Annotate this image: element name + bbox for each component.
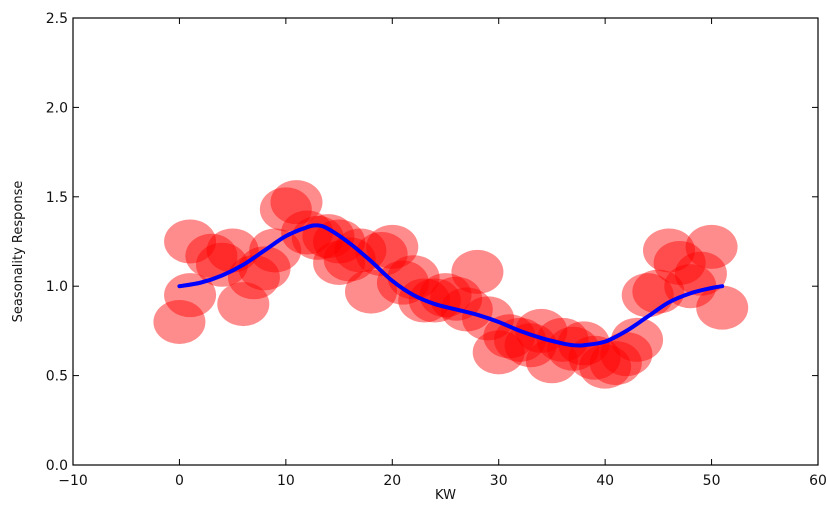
scatter-point bbox=[164, 273, 217, 318]
x-tick-label: 10 bbox=[277, 473, 295, 489]
scatter-point bbox=[430, 276, 483, 321]
y-axis-title: Seasonality Response bbox=[11, 181, 26, 323]
scatter-point bbox=[685, 224, 738, 269]
scatter-point bbox=[653, 240, 706, 285]
scatter-point bbox=[589, 341, 642, 386]
line-layer bbox=[177, 223, 725, 348]
scatter-point bbox=[185, 233, 238, 278]
scatter-point bbox=[408, 278, 461, 323]
x-tick-label: 20 bbox=[383, 473, 401, 489]
scatter-point bbox=[451, 249, 504, 294]
x-tick-label: 40 bbox=[596, 473, 614, 489]
scatter-point bbox=[611, 317, 664, 362]
scatter-point bbox=[525, 339, 578, 384]
scatter-point bbox=[643, 228, 695, 273]
scatter-point bbox=[483, 314, 536, 359]
scatter-point bbox=[196, 242, 248, 287]
x-tick-label: 30 bbox=[490, 473, 508, 489]
scatter-point bbox=[547, 326, 600, 371]
y-tick-label: 1.0 bbox=[46, 279, 68, 295]
y-tick-label: 0.0 bbox=[46, 458, 68, 474]
scatter-point bbox=[419, 273, 472, 318]
scatter-point bbox=[259, 187, 312, 232]
fit-line bbox=[177, 223, 725, 348]
x-tick-label: 60 bbox=[809, 473, 827, 489]
scatter-point bbox=[313, 219, 366, 264]
scatter-point bbox=[366, 224, 419, 269]
scatter-point bbox=[249, 228, 302, 273]
tick-layer: −10 0 10 20 30 40 50 60 0.0 0.5 1.0 1.5 2.0 2.5 bbox=[46, 11, 827, 489]
scatter-point bbox=[504, 323, 557, 368]
x-tick-label: −10 bbox=[58, 473, 88, 489]
y-tick-label: 0.5 bbox=[46, 369, 68, 385]
y-tick-label: 2.5 bbox=[46, 11, 68, 27]
scatter-point bbox=[281, 210, 334, 255]
scatter-point bbox=[313, 240, 366, 285]
scatter-point bbox=[270, 180, 323, 225]
scatter-point bbox=[164, 219, 217, 264]
scatter-point bbox=[536, 317, 589, 362]
scatter-point bbox=[494, 317, 546, 362]
scatter-point bbox=[376, 260, 429, 305]
y-tick-label: 1.5 bbox=[46, 190, 68, 206]
scatter-point bbox=[579, 344, 632, 389]
scatter-point bbox=[440, 287, 493, 332]
x-axis-title: KW bbox=[435, 488, 456, 503]
scatter-point bbox=[217, 282, 270, 327]
scatter-point bbox=[323, 237, 376, 282]
scatter-point bbox=[696, 285, 749, 330]
scatter-point bbox=[153, 299, 206, 344]
x-tick-label: 50 bbox=[703, 473, 721, 489]
plot-frame bbox=[72, 17, 819, 466]
scatter-layer bbox=[153, 180, 749, 389]
scatter-point bbox=[472, 330, 525, 375]
scatter-point bbox=[345, 269, 397, 314]
x-tick-label: 0 bbox=[175, 473, 184, 489]
scatter-point bbox=[355, 232, 408, 277]
scatter-point bbox=[674, 251, 727, 296]
scatter-point bbox=[600, 332, 653, 377]
y-tick-label: 2.0 bbox=[46, 100, 68, 116]
